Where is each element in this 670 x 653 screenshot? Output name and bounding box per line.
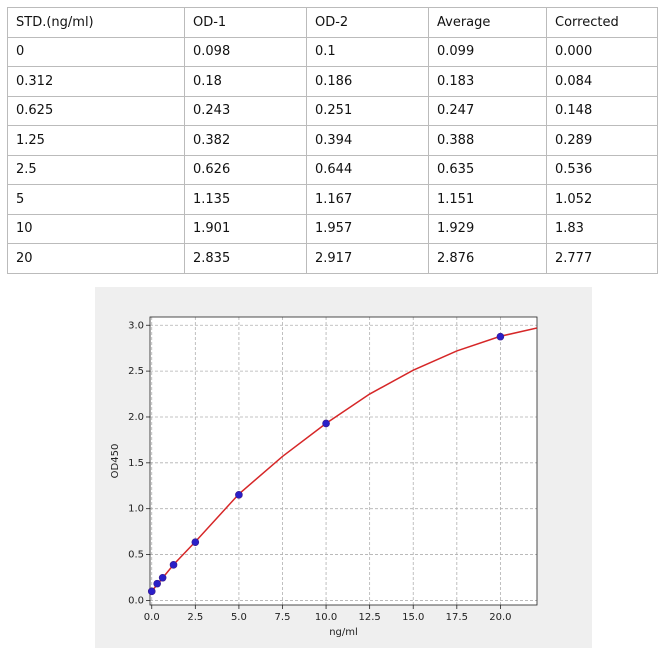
table-cell: OD-2 [306, 7, 429, 38]
table-row: 1.25 0.382 0.394 0.388 0.289 [7, 125, 658, 156]
table-row: 5 1.135 1.167 1.151 1.052 [7, 184, 658, 215]
data-point [191, 538, 200, 546]
table-cell: 0 [7, 36, 185, 67]
table-cell: 0.312 [7, 66, 185, 97]
table-cell: 1.83 [546, 213, 658, 244]
data-point [496, 332, 505, 341]
table-cell: 1.135 [184, 184, 307, 215]
table-cell: STD.(ng/ml) [7, 7, 185, 38]
table-cell: 2.835 [184, 243, 307, 274]
y-tick-label: 1.0 [128, 504, 144, 515]
data-point [235, 491, 243, 499]
x-tick-label: 20.0 [489, 612, 511, 623]
table-cell: 1.151 [428, 184, 547, 215]
x-tick-label: 15.0 [402, 612, 424, 623]
table-cell: 0.644 [306, 154, 429, 185]
table-row: 0.625 0.243 0.251 0.247 0.148 [7, 95, 658, 126]
table-cell: 1.167 [306, 184, 429, 215]
data-point [158, 573, 167, 582]
table-cell: 1.901 [184, 213, 307, 244]
table-row: 20 2.835 2.917 2.876 2.777 [7, 243, 658, 274]
x-tick-label: 10.0 [315, 612, 337, 623]
table-cell: 0.148 [546, 95, 658, 126]
x-tick-label: 0.0 [144, 612, 160, 623]
table-cell: 1.052 [546, 184, 658, 215]
table-cell: 0.251 [306, 95, 429, 126]
table-cell: 0.099 [428, 36, 547, 67]
data-point [322, 419, 330, 428]
table-cell: 10 [7, 213, 185, 244]
table-cell: 0.098 [184, 36, 307, 67]
table-cell: OD-1 [184, 7, 307, 38]
data-table: STD.(ng/ml) OD-1 OD-2 Average Corrected 0 0.09… [7, 7, 658, 274]
table-cell: 0.000 [546, 36, 658, 67]
table-cell: 0.625 [7, 95, 185, 126]
table-cell: 0.388 [428, 125, 547, 156]
table-cell: 0.536 [546, 154, 658, 185]
y-tick-label: 2.0 [128, 412, 144, 423]
table-cell: 2.876 [428, 243, 547, 274]
y-axis-label: OD450 [110, 444, 121, 479]
x-tick-label: 12.5 [359, 612, 381, 623]
header-row: STD.(ng/ml) OD-1 OD-2 Average Corrected [7, 7, 658, 38]
table-row: 0 0.098 0.1 0.099 0.000 [7, 36, 658, 67]
table-cell: 1.957 [306, 213, 429, 244]
chart: 0.0 2.5 5.0 7.5 10.0 12.5 15.0 17.5 20.0 0.0 0.5 1.… [95, 287, 592, 648]
y-tick-label: 0.5 [128, 550, 144, 561]
data-point [147, 587, 156, 596]
table-cell: 0.626 [184, 154, 307, 185]
table-cell: 0.289 [546, 125, 658, 156]
x-tick-label: 7.5 [275, 612, 291, 623]
x-axis-label: ng/ml [329, 627, 358, 638]
table-cell: 0.247 [428, 95, 547, 126]
table-cell: 0.183 [428, 66, 547, 97]
table-cell: 0.084 [546, 66, 658, 97]
table-cell: 2.917 [306, 243, 429, 274]
x-tick-label: 17.5 [446, 612, 468, 623]
table-cell: 1.929 [428, 213, 547, 244]
y-tick-label: 3.0 [128, 320, 144, 331]
table-cell: 0.394 [306, 125, 429, 156]
data-point [153, 579, 161, 588]
table-cell: 0.382 [184, 125, 307, 156]
table-row: 10 1.901 1.957 1.929 1.83 [7, 213, 658, 244]
table-cell: Corrected [546, 7, 658, 38]
y-tick-label: 1.5 [128, 458, 144, 469]
table-cell: 0.1 [306, 36, 429, 67]
table-cell: 2.777 [546, 243, 658, 274]
table-cell: 0.186 [306, 66, 429, 97]
table-cell: 0.18 [184, 66, 307, 97]
table-cell: 5 [7, 184, 185, 215]
x-tick-label: 2.5 [187, 612, 203, 623]
table-cell: 2.5 [7, 154, 185, 185]
table-cell: 1.25 [7, 125, 185, 156]
plot-frame [149, 316, 538, 606]
table-row: 2.5 0.626 0.644 0.635 0.536 [7, 154, 658, 185]
table-cell: 0.635 [428, 154, 547, 185]
x-tick-label: 5.0 [231, 612, 247, 623]
data-point [169, 561, 178, 569]
y-tick-label: 2.5 [128, 366, 144, 377]
table-cell: 20 [7, 243, 185, 274]
y-tick-label: 0.0 [128, 595, 144, 606]
table-row: 0.312 0.18 0.186 0.183 0.084 [7, 66, 658, 97]
table-cell: 0.243 [184, 95, 307, 126]
table-cell: Average [428, 7, 547, 38]
plot-area [150, 317, 537, 605]
